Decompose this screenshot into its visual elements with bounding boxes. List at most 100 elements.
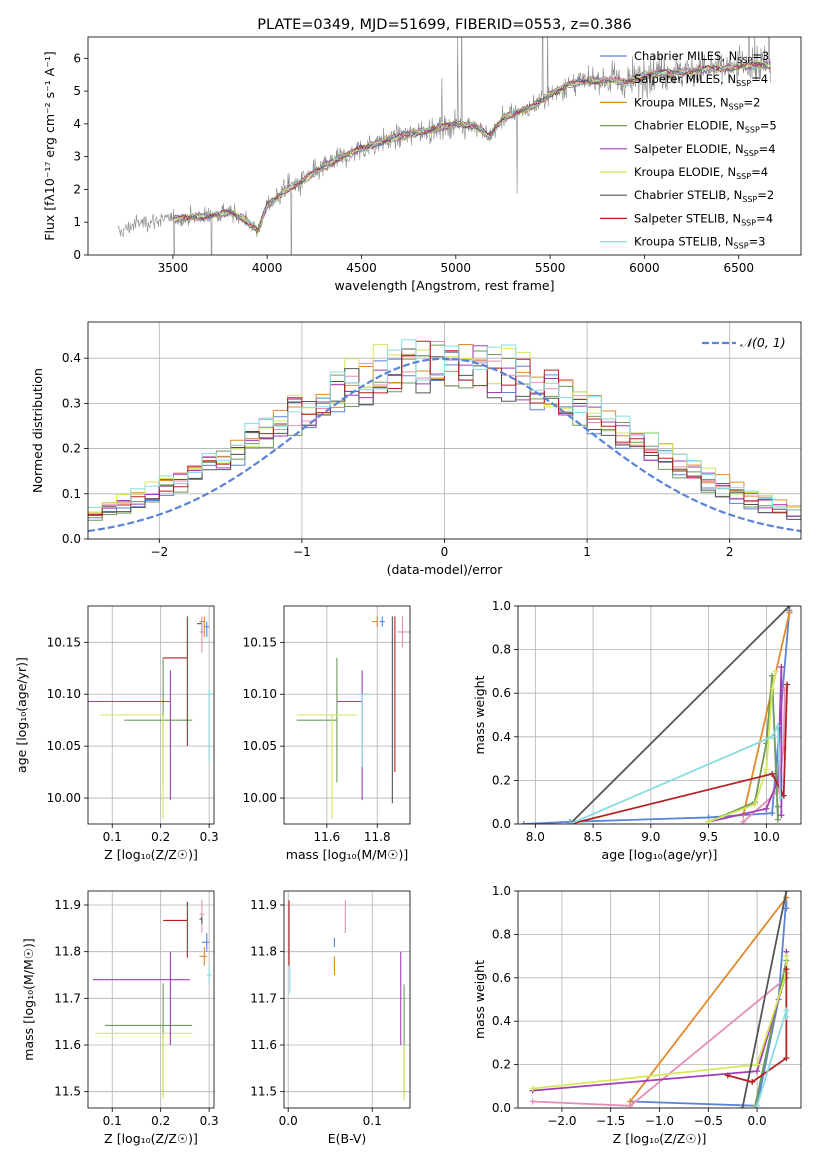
weight-marker-salpeter_elodie	[778, 664, 785, 671]
axes-frame	[87, 605, 215, 825]
x-tick-label: 3500	[158, 261, 189, 275]
axes-frame	[87, 36, 802, 256]
legend-entry-salpeter_elodie: Salpeter ELODIE, NSSP=4	[634, 142, 776, 158]
weight-marker-salpeter_stelib	[783, 1055, 790, 1062]
x-tick-label: 0.0	[748, 1114, 767, 1128]
legend-entry-chabrier_elodie: Chabrier ELODIE, NSSP=5	[634, 119, 777, 135]
y-tick-label: 10.05	[47, 739, 81, 753]
model-line-kroupa_stelib	[172, 61, 771, 229]
y-tick-label: 0	[73, 248, 81, 262]
x-axis-label: E(B-V)	[328, 1131, 367, 1146]
legend-entry-kroupa_elodie: Kroupa ELODIE, NSSP=4	[634, 165, 768, 181]
y-axis-label: age [log₁₀(age/yr)]	[14, 657, 29, 773]
legend-entry-chabrier_stelib: Chabrier STELIB, NSSP=2	[634, 188, 774, 204]
x-tick-label: 0.2	[151, 830, 170, 844]
weight-line-salpeter_stelib	[569, 684, 789, 824]
y-tick-label: 11.7	[250, 991, 277, 1005]
weight-marker-chabrier_miles	[783, 905, 790, 912]
weight-marker-salpeter_stelib	[780, 792, 787, 799]
weight-marker-kroupa_elodie	[772, 668, 779, 675]
y-tick-label: 0.4	[62, 351, 81, 365]
weight-marker-salpeter_stelib	[749, 1078, 756, 1085]
y-tick-label: 11.7	[54, 991, 81, 1005]
y-tick-label: 0.0	[492, 1101, 511, 1115]
weight-marker-kroupa_stelib	[783, 1013, 790, 1020]
plot-area	[117, 37, 771, 255]
panel-spectrum: 3500 4000 4500 5000 5500 6000 6500 0 1 2 3 4 5 6	[73, 36, 802, 275]
x-tick-label: 0.2	[151, 1114, 170, 1128]
y-tick-label: 0.3	[62, 396, 81, 410]
x-tick-label: −1	[293, 545, 311, 559]
panel-age_vs_Z: 0.1 0.2 0.3 10.00 10.05 10.10 10.15	[47, 605, 219, 844]
legend: Chabrier MILES, NSSP=3 Salpeter MILES, NS…	[600, 49, 777, 251]
weight-line-chabrier_stelib	[569, 606, 791, 824]
y-tick-label: 0.8	[492, 927, 511, 941]
y-tick-label: 0.0	[492, 817, 511, 831]
x-axis-label: age [log₁₀(age/yr)]	[602, 847, 718, 862]
y-axis-label: Flux [fλ10⁻¹⁷ erg cm⁻² s⁻¹ A⁻¹]	[42, 51, 57, 240]
y-tick-label: 1	[73, 215, 81, 229]
x-tick-label: 6500	[723, 261, 754, 275]
axes-frame	[517, 890, 802, 1109]
x-tick-label: 8.0	[526, 830, 545, 844]
x-tick-label: −1.5	[596, 1114, 625, 1128]
weight-marker-chabrier_elodie	[774, 816, 781, 823]
weight-marker-kroupa_elodie	[751, 801, 758, 808]
y-tick-label: 10.15	[243, 635, 277, 649]
x-tick-label: −2	[150, 545, 168, 559]
y-tick-label: 0.2	[492, 1058, 511, 1072]
y-tick-label: 0.2	[492, 773, 511, 787]
panel-mass_vs_Z: 0.1 0.2 0.3 11.5 11.6 11.7 11.8 11.9	[54, 890, 219, 1128]
plot-area	[520, 606, 793, 824]
axes-frame	[283, 890, 411, 1109]
legend-entry-salpeter_stelib: Salpeter STELIB, NSSP=4	[634, 211, 773, 227]
weight-marker-kroupa_elodie	[763, 766, 770, 773]
x-axis-label: (data-model)/error	[387, 562, 504, 577]
weight-marker-chabrier_miles	[520, 821, 527, 824]
weight-marker-kroupa_stelib	[777, 794, 784, 801]
y-tick-label: 1.0	[492, 599, 511, 613]
x-tick-label: 1	[583, 545, 591, 559]
y-tick-label: 5	[73, 84, 81, 98]
x-axis-label: Z [log₁₀(Z/Z☉)]	[104, 847, 198, 862]
y-axis-label: mass [log₁₀(M/M☉)]	[21, 938, 36, 1060]
x-tick-label: 2	[726, 545, 734, 559]
y-tick-label: 10.05	[243, 739, 277, 753]
x-tick-label: 4000	[252, 261, 283, 275]
weight-marker-salpeter_elodie	[754, 1068, 761, 1075]
weight-line-kroupa_miles	[742, 612, 791, 816]
x-tick-label: 0.1	[103, 1114, 122, 1128]
legend-entry-salpeter_miles: Salpeter MILES, NSSP=4	[634, 72, 768, 88]
weight-marker-kroupa_elodie	[529, 1085, 536, 1092]
x-tick-label: 5500	[535, 261, 566, 275]
weight-marker-salpeter_stelib	[769, 770, 776, 777]
plot-area	[296, 616, 410, 819]
y-tick-label: 10.10	[47, 687, 81, 701]
y-tick-label: 4	[73, 117, 81, 131]
weight-marker-salpeter_elodie	[763, 805, 770, 812]
axes-frame	[87, 890, 215, 1109]
y-tick-label: 11.8	[250, 945, 277, 959]
y-tick-label: 10.00	[47, 791, 81, 805]
weight-marker-kroupa_elodie	[769, 685, 776, 692]
y-axis-label: Normed distribution	[30, 368, 45, 493]
panel-age_vs_mass: 11.6 11.8 10.00 10.05 10.10 10.15	[243, 605, 411, 844]
weight-marker-kroupa_stelib	[774, 722, 781, 729]
y-tick-label: 10.10	[243, 687, 277, 701]
weight-marker-kroupa_stelib	[769, 733, 776, 740]
x-tick-label: 0.3	[200, 830, 219, 844]
x-tick-label: −0.5	[694, 1114, 723, 1128]
x-tick-label: 0.0	[279, 1114, 298, 1128]
plot-area	[288, 900, 405, 1101]
y-tick-label: 11.6	[250, 1038, 277, 1052]
y-tick-label: 0.0	[62, 532, 81, 546]
weight-marker-salpeter_stelib	[784, 681, 791, 688]
x-axis-label: Z [log₁₀(Z/Z☉)]	[104, 1131, 198, 1146]
legend-entry-gauss: 𝒩(0, 1)	[740, 335, 786, 350]
legend-entry-kroupa_miles: Kroupa MILES, NSSP=2	[634, 95, 760, 111]
x-tick-label: 5000	[441, 261, 472, 275]
weight-marker-kroupa_miles	[786, 609, 793, 616]
legend-entry-chabrier_miles: Chabrier MILES, NSSP=3	[634, 49, 769, 65]
x-tick-label: 11.6	[313, 830, 340, 844]
